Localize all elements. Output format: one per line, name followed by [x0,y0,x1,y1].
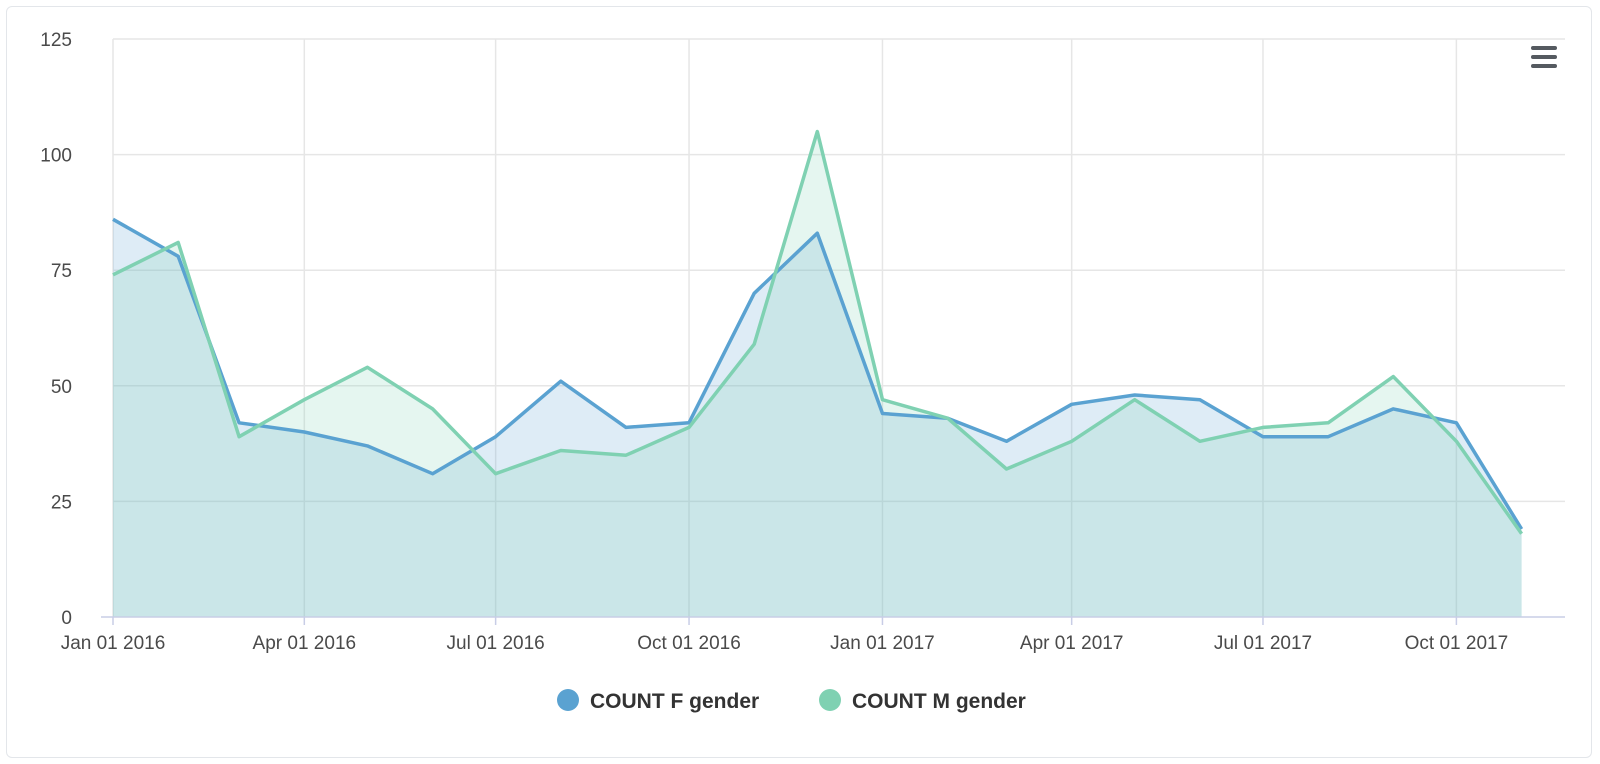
x-tick-label: Jul 01 2017 [1214,633,1312,654]
series-line-1 [112,129,1524,535]
data-point [176,254,181,259]
data-point [430,406,435,411]
data-point [815,231,820,236]
data-point [1004,467,1009,472]
data-point [1004,439,1009,444]
legend-label: COUNT F gender [590,690,759,713]
data-point [237,434,242,439]
data-point [1197,397,1202,402]
data-point [752,291,757,296]
chart-menu-button[interactable] [1526,40,1562,76]
x-tick-label: Jan 01 2016 [61,633,166,654]
data-point [493,434,498,439]
legend-marker [819,689,841,711]
data-point [945,416,950,421]
data-point [687,425,692,430]
y-tick-label: 25 [51,492,72,513]
data-point [1454,420,1459,425]
data-point [176,240,181,245]
data-point [1391,406,1396,411]
data-point [1069,439,1074,444]
data-point [623,453,628,458]
data-point [1326,434,1331,439]
data-point [237,420,242,425]
x-tick-label: Jul 01 2016 [447,633,545,654]
y-tick-label: 0 [61,608,72,629]
data-point [302,430,307,435]
data-point [430,471,435,476]
legend-label: COUNT M gender [852,690,1026,713]
legend-marker [557,689,579,711]
x-tick-label: Jan 01 2017 [830,633,935,654]
data-point [558,448,563,453]
legend-item-1[interactable]: COUNT M gender [819,689,1026,713]
data-point [558,379,563,384]
x-tick-label: Apr 01 2017 [1020,633,1124,654]
y-tick-label: 75 [51,261,72,282]
series-areas [113,131,1522,618]
data-point [815,129,820,134]
data-point [493,471,498,476]
data-point [111,272,116,277]
y-tick-label: 50 [51,377,72,398]
data-point [880,397,885,402]
data-point [623,425,628,430]
x-tick-label: Oct 01 2017 [1405,633,1509,654]
x-tick-label: Apr 01 2016 [253,633,357,654]
y-tick-label: 125 [40,30,72,51]
data-point [1197,439,1202,444]
series-line-0 [112,217,1524,531]
y-tick-label: 100 [40,146,72,167]
legend[interactable]: COUNT F gender COUNT M gender [557,689,1026,713]
series-area-1 [113,131,1522,617]
data-point [111,217,116,222]
legend-item-0[interactable]: COUNT F gender [557,689,759,713]
data-point [880,411,885,416]
data-point [365,443,370,448]
data-point [1260,425,1265,430]
data-point [1132,397,1137,402]
data-point [1132,393,1137,398]
series-area-0 [113,219,1522,618]
data-point [1519,531,1524,536]
data-point [365,365,370,370]
data-point [1454,439,1459,444]
grid-lines [112,38,1565,617]
data-point [1391,374,1396,379]
data-point [1069,402,1074,407]
series-lines [111,129,1524,536]
x-tick-label: Oct 01 2016 [637,633,741,654]
data-point [752,342,757,347]
data-point [1260,434,1265,439]
chart-card [6,6,1592,758]
axes: 0 25 50 75 100 125 Jan 01 2016 Apr 01 2016 Jul 0… [40,30,1565,654]
data-point [1326,420,1331,425]
data-point [302,397,307,402]
